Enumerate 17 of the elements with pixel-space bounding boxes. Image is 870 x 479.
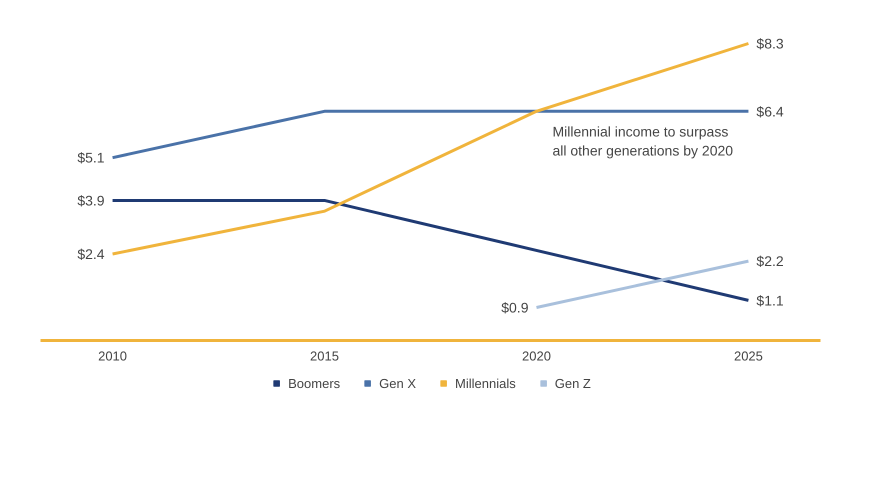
data-label: $8.3 — [756, 36, 784, 52]
x-tick-label: 2010 — [98, 348, 128, 364]
data-label: $3.9 — [77, 192, 105, 208]
data-label: $2.2 — [756, 253, 784, 270]
x-tick-label: 2025 — [734, 348, 763, 364]
data-label: $0.9 — [501, 300, 529, 316]
legend-label: Gen X — [379, 376, 416, 390]
data-label: $1.1 — [756, 292, 784, 308]
data-label: $6.4 — [756, 103, 784, 120]
legend-label: Millennials — [455, 376, 516, 390]
x-tick-label: 2015 — [310, 348, 339, 364]
annotation: Millennial income to surpass all other generations by 2020 — [552, 123, 734, 158]
legend-label: Gen Z — [554, 376, 591, 390]
legend-label: Boomers — [288, 376, 340, 390]
x-tick-label: 2020 — [522, 348, 551, 364]
data-label: $2.4 — [77, 246, 105, 262]
data-label: $5.1 — [77, 150, 105, 166]
